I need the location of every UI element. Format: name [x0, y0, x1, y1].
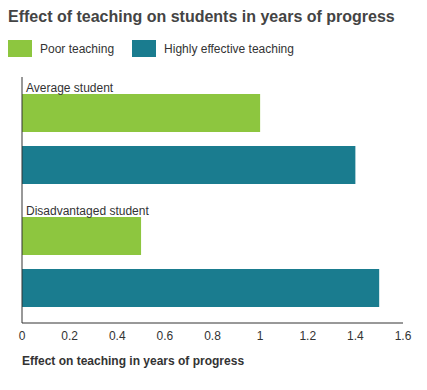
- svg-text:Disadvantaged student: Disadvantaged student: [26, 204, 149, 218]
- svg-text:Effect on teaching in years of: Effect on teaching in years of progress: [22, 354, 244, 368]
- svg-text:1.6: 1.6: [395, 329, 412, 343]
- svg-text:0.6: 0.6: [157, 329, 174, 343]
- svg-text:0: 0: [19, 329, 26, 343]
- svg-text:0.8: 0.8: [204, 329, 221, 343]
- svg-text:0.2: 0.2: [61, 329, 78, 343]
- svg-text:0.4: 0.4: [109, 329, 126, 343]
- svg-text:1.2: 1.2: [299, 329, 316, 343]
- svg-text:1.4: 1.4: [347, 329, 364, 343]
- html-text:Poor teaching: Poor teaching: [40, 41, 115, 56]
- html-text:Highly effective teaching: Highly effective teaching: [164, 41, 294, 56]
- html-text:Effect of teaching on students: Effect of teaching on students in years …: [8, 8, 395, 25]
- svg-text:Average student: Average student: [26, 81, 114, 95]
- svg-text:1: 1: [257, 329, 264, 343]
